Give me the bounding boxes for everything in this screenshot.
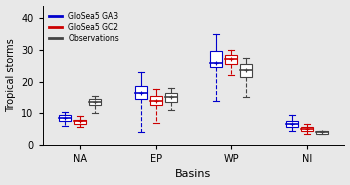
Legend: GloSea5 GA3, GloSea5 GC2, Observations: GloSea5 GA3, GloSea5 GC2, Observations <box>46 9 121 46</box>
Bar <box>225 55 237 64</box>
Bar <box>240 64 252 77</box>
Bar <box>59 115 71 121</box>
Bar <box>316 131 328 134</box>
Bar <box>74 120 86 124</box>
Bar <box>165 93 177 102</box>
Bar <box>286 121 298 127</box>
X-axis label: Basins: Basins <box>175 169 212 179</box>
Y-axis label: Tropical storms: Tropical storms <box>6 38 15 112</box>
Bar <box>301 127 313 131</box>
Bar <box>150 96 162 105</box>
Bar <box>89 99 101 105</box>
Bar <box>210 51 222 67</box>
Bar <box>135 86 147 99</box>
